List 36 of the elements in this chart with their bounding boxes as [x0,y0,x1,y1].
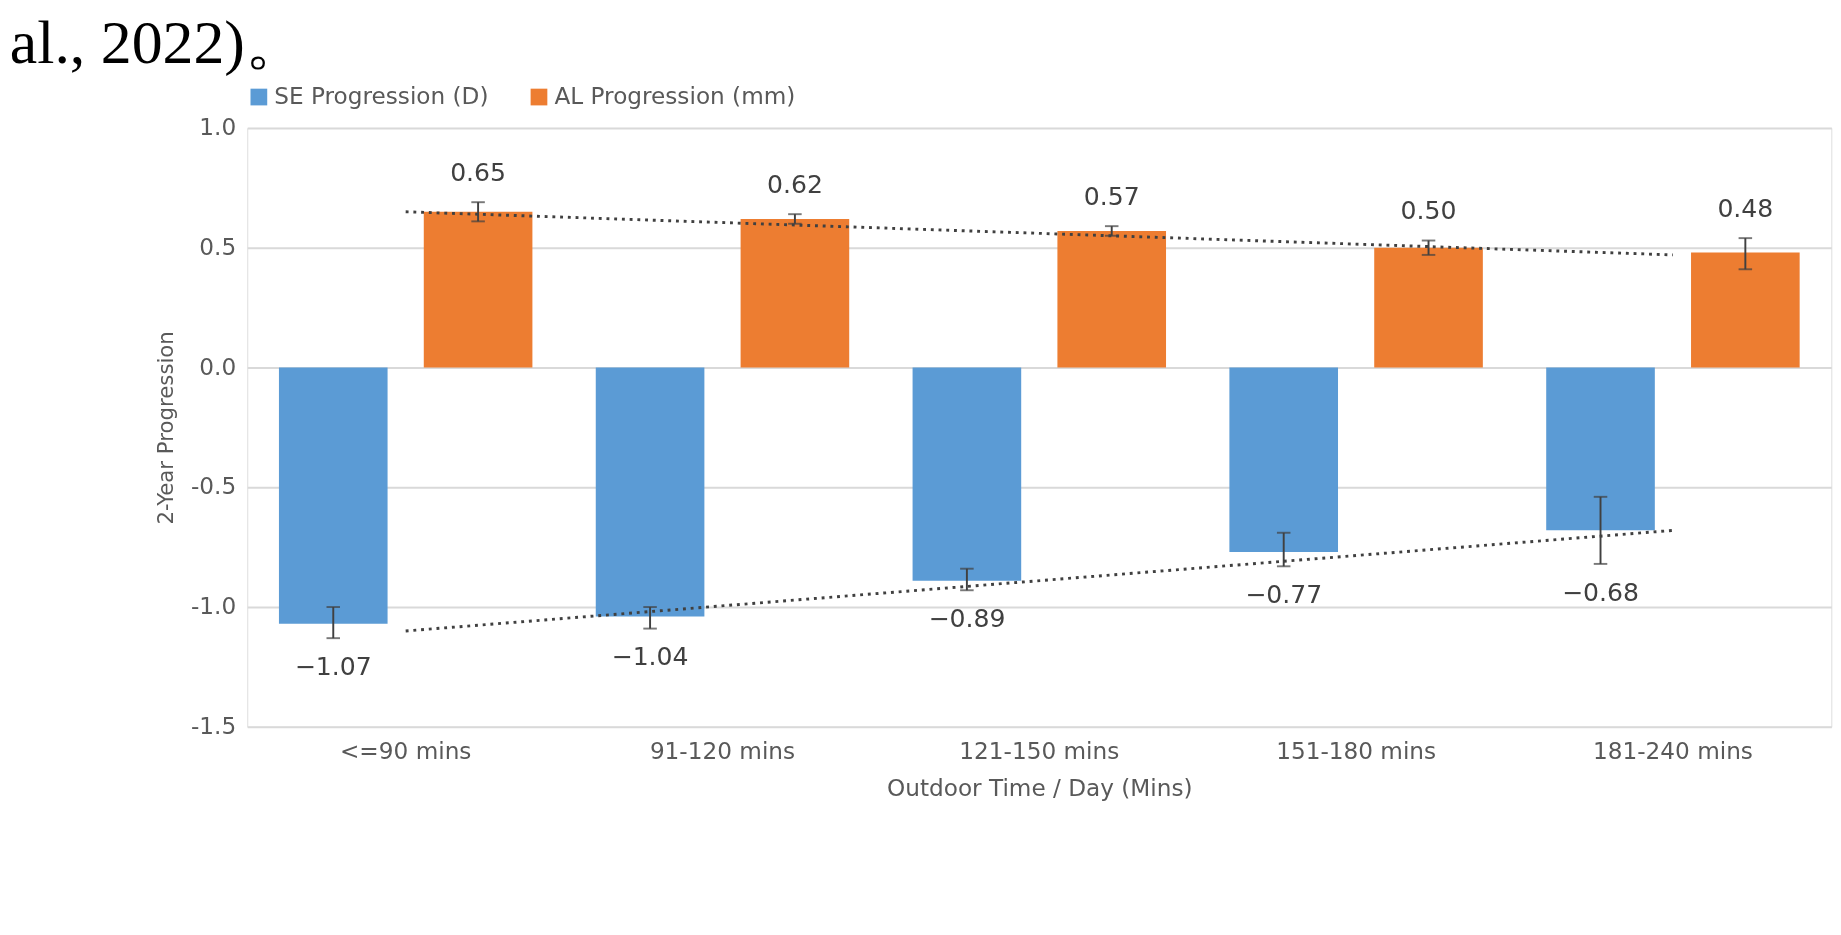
y-tick-label: -0.5 [190,472,237,500]
x-tick-label: 151-180 mins [1276,737,1437,765]
y-tick-label: 0.0 [199,352,237,380]
bar [1546,367,1655,531]
data-label: −0.77 [1245,580,1323,610]
chart-title: al., 2022)。 [9,8,307,78]
legend-label: SE Progression (D) [274,81,489,109]
bar [278,367,388,624]
y-tick-label: 1.0 [199,113,237,141]
legend-label: AL Progression (mm) [554,81,796,109]
data-label: −1.04 [611,642,689,672]
bar [1691,252,1800,368]
data-label: 0.62 [766,169,823,199]
x-tick-label: 181-240 mins [1592,737,1753,765]
x-tick-label: 91-120 mins [649,737,796,765]
bar [1057,230,1167,368]
y-tick-label: 0.5 [199,232,237,260]
data-label: 0.48 [1717,193,1774,223]
data-label: −0.89 [928,603,1006,633]
bar [740,218,850,368]
bar [1374,247,1483,368]
bar [423,211,533,368]
data-label: 0.57 [1083,181,1140,211]
bar [595,367,705,617]
data-label: 0.50 [1400,196,1457,226]
x-axis-title: Outdoor Time / Day (Mins) [886,773,1193,801]
data-label: −0.68 [1562,577,1639,607]
x-tick-label: <=90 mins [339,737,472,765]
x-tick-label: 121-150 mins [959,737,1120,765]
bar [912,367,1022,581]
data-label: −1.07 [294,651,372,681]
y-axis-title: 2-Year Progression [152,331,178,525]
data-label: 0.65 [450,157,507,187]
y-tick-label: -1.5 [190,712,237,740]
y-tick-label: -1.0 [190,592,237,620]
bar [1229,367,1339,552]
